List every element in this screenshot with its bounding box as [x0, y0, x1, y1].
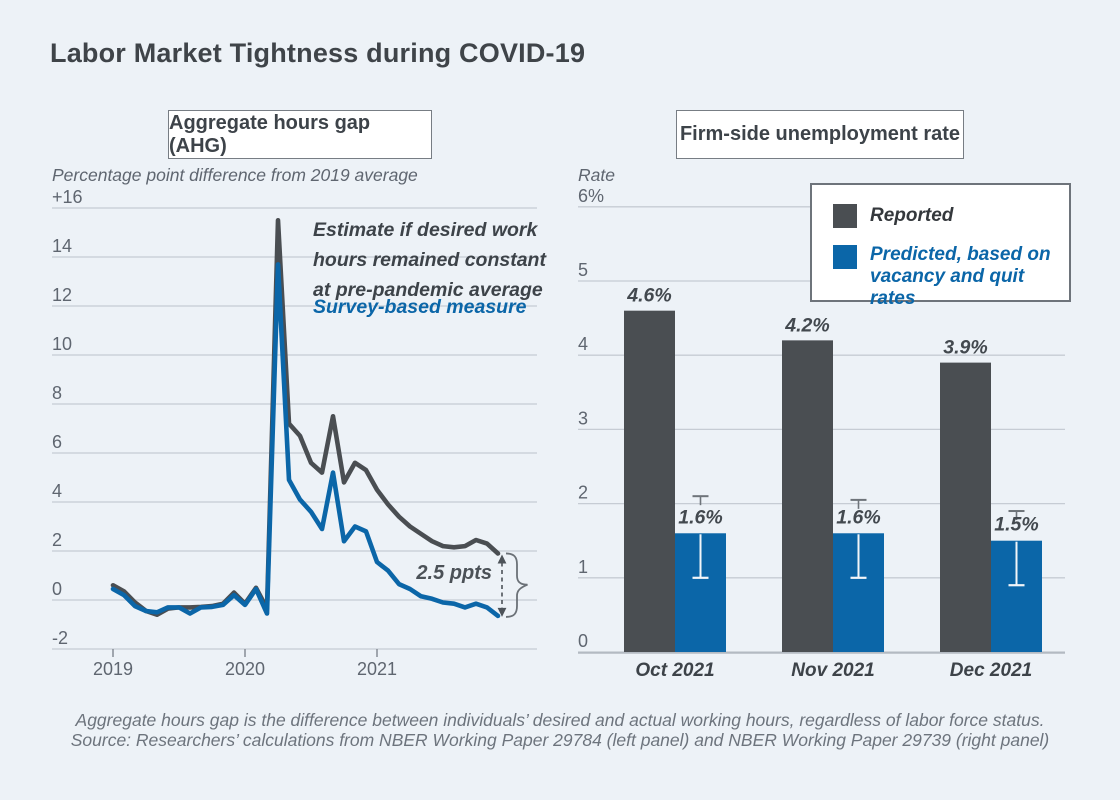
predicted-swatch — [833, 245, 857, 269]
left-panel-header: Aggregate hours gap (AHG) — [168, 110, 432, 159]
svg-text:3: 3 — [578, 408, 588, 428]
reported-bar — [624, 310, 675, 652]
svg-text:12: 12 — [52, 285, 72, 305]
svg-text:2: 2 — [52, 530, 62, 550]
svg-text:1: 1 — [578, 557, 588, 577]
category-label: Dec 2021 — [950, 660, 1032, 681]
annotation-line: hours remained constant — [313, 249, 546, 271]
svg-text:6%: 6% — [578, 186, 604, 206]
annotation-constant-hours: Estimate if desired work hours remained … — [313, 215, 546, 305]
predicted-value-label: 1.6% — [678, 506, 722, 528]
ahg-line-chart: +16 14 12 10 8 6 4 2 0 -2 2019 2020 2021 — [52, 187, 537, 679]
footnote-source: Source: Researchers’ calculations from N… — [70, 730, 1050, 750]
svg-text:4: 4 — [578, 334, 588, 354]
svg-text:-2: -2 — [52, 628, 68, 648]
category-label: Oct 2021 — [635, 660, 714, 681]
footnote-definition: Aggregate hours gap is the difference be… — [75, 710, 1045, 730]
category-label: Nov 2021 — [791, 660, 874, 681]
legend-item-predicted: Predicted, based on vacancy and quit rat… — [833, 244, 1061, 310]
arrowhead-up — [497, 554, 507, 564]
annotation-line: Estimate if desired work — [313, 219, 538, 241]
reported-value-label: 3.9% — [943, 337, 987, 359]
svg-text:10: 10 — [52, 334, 72, 354]
svg-text:8: 8 — [52, 383, 62, 403]
right-y-axis-title: Rate — [578, 165, 615, 185]
reported-bar — [940, 362, 991, 652]
legend-item-reported: Reported — [833, 203, 1061, 229]
left-panel-header-label: Aggregate hours gap (AHG) — [169, 111, 371, 157]
unemployment-bar-chart: 6% 5 4 3 2 1 0 4.6% 1.6% Oct 2021 4.2% 1.6% Nov 2021… — [578, 186, 1065, 681]
gap-brace — [505, 552, 528, 618]
right-panel-header-label: Firm-side unemployment rate — [679, 123, 961, 145]
legend-label-predicted: Predicted, based on vacancy and quit rat… — [870, 244, 1051, 309]
legend: Reported Predicted, based on vacancy and… — [810, 183, 1071, 309]
reported-value-label: 4.6% — [626, 285, 671, 307]
annotation-line: at pre-pandemic average — [313, 279, 543, 301]
annotation-survey-measure: Survey-based measure — [313, 296, 527, 318]
svg-text:2019: 2019 — [93, 659, 133, 679]
reported-bar — [782, 340, 833, 652]
svg-text:2020: 2020 — [225, 659, 265, 679]
reported-swatch — [833, 204, 857, 228]
svg-text:0: 0 — [578, 631, 588, 651]
right-panel-header: Firm-side unemployment rate — [676, 110, 964, 159]
predicted-value-label: 1.5% — [994, 514, 1038, 536]
gap-annotation: 2.5 ppts — [416, 562, 492, 584]
svg-text:6: 6 — [52, 432, 62, 452]
svg-text:14: 14 — [52, 236, 72, 256]
svg-text:4: 4 — [52, 481, 62, 501]
predicted-value-label: 1.6% — [836, 506, 880, 528]
svg-text:+16: +16 — [52, 187, 83, 207]
legend-label-reported: Reported — [870, 205, 954, 226]
svg-text:0: 0 — [52, 579, 62, 599]
left-y-axis-title: Percentage point difference from 2019 av… — [52, 165, 418, 185]
svg-text:2021: 2021 — [357, 659, 397, 679]
svg-text:2: 2 — [578, 483, 588, 503]
svg-text:5: 5 — [578, 260, 588, 280]
arrowhead-down — [497, 607, 507, 617]
page-title: Labor Market Tightness during COVID-19 — [50, 38, 586, 68]
reported-value-label: 4.2% — [784, 314, 829, 336]
